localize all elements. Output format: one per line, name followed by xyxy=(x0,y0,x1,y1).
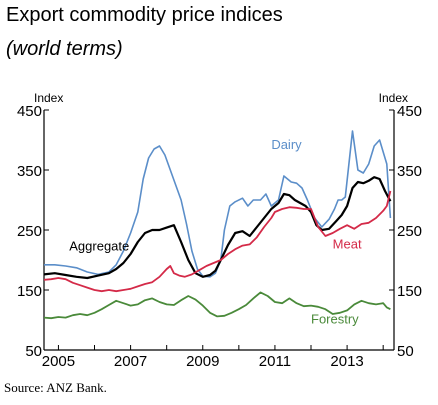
series-label-aggregate: Aggregate xyxy=(69,238,129,253)
series-label-forestry: Forestry xyxy=(311,312,359,327)
source-note: Source: ANZ Bank. xyxy=(4,380,107,395)
series-label-dairy: Dairy xyxy=(271,137,302,152)
x-tick-label: 2007 xyxy=(114,353,147,370)
x-tick-label: 2013 xyxy=(330,353,363,370)
series-line-meat xyxy=(43,190,392,293)
y-tick-label-left: 350 xyxy=(17,163,42,180)
y-tick-label-right: 250 xyxy=(397,223,422,240)
x-tick-label: 2009 xyxy=(186,353,219,370)
y-tick-label-right: 450 xyxy=(397,103,422,120)
chart-title: Export commodity price indices xyxy=(6,4,283,26)
series-line-aggregate xyxy=(43,176,392,280)
y-tick-label-left: 250 xyxy=(17,223,42,240)
series-label-meat: Meat xyxy=(333,237,362,252)
y-axis-title-right: Index xyxy=(379,91,408,105)
y-tick-label-left: 150 xyxy=(17,283,42,300)
y-tick-label-left: 450 xyxy=(17,103,42,120)
y-tick-label-right: 150 xyxy=(397,283,422,300)
x-tick-label: 2011 xyxy=(259,353,291,370)
x-tick-label: 2005 xyxy=(42,353,75,370)
series-line-dairy xyxy=(44,130,392,278)
y-axis-title-left: Index xyxy=(34,91,63,105)
series-line-forestry xyxy=(43,291,391,320)
y-tick-label-right: 50 xyxy=(397,343,414,360)
chart-subtitle: (world terms) xyxy=(6,38,123,60)
y-tick-label-right: 350 xyxy=(397,163,422,180)
y-tick-label-left: 50 xyxy=(25,343,42,360)
